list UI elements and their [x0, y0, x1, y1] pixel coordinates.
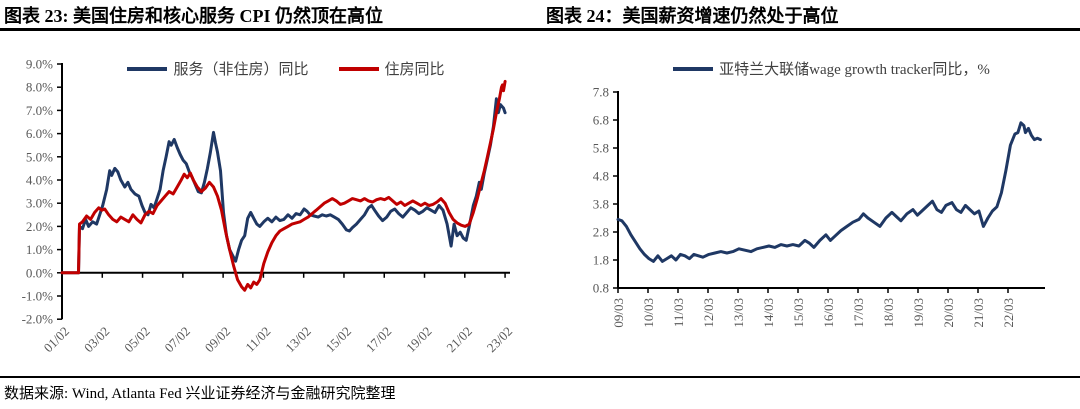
svg-text:0.0%: 0.0% — [26, 265, 53, 280]
svg-text:7.0%: 7.0% — [26, 103, 53, 118]
svg-text:-2.0%: -2.0% — [22, 312, 54, 327]
svg-text:17/03: 17/03 — [851, 298, 866, 328]
svg-text:15/03: 15/03 — [791, 298, 806, 328]
svg-text:13/02: 13/02 — [282, 324, 314, 356]
svg-text:17/02: 17/02 — [363, 324, 395, 356]
legend-item-services-nonhousing: 服务（非住房）同比 — [127, 58, 309, 79]
chart24-plot-area: 7.8 6.8 5.8 4.8 3.8 2.8 1.8 0.809/03 10/03 11/03 1… — [593, 85, 1045, 328]
svg-text:15/02: 15/02 — [323, 324, 355, 356]
svg-text:9.0%: 9.0% — [26, 57, 53, 72]
svg-text:8.0%: 8.0% — [26, 80, 53, 95]
legend-line-swatch-navy — [673, 66, 714, 71]
svg-text:4.0%: 4.0% — [26, 173, 53, 188]
chart23-legend: 服务（非住房）同比 住房同比 — [62, 58, 510, 79]
svg-text:6.8: 6.8 — [593, 113, 609, 128]
svg-text:3.0%: 3.0% — [26, 196, 53, 211]
svg-text:19/03: 19/03 — [911, 298, 926, 328]
legend-label-services-nonhousing: 服务（非住房）同比 — [173, 62, 309, 78]
svg-text:10/03: 10/03 — [641, 298, 656, 328]
svg-text:09/02: 09/02 — [202, 324, 234, 356]
legend-item-wage-tracker: 亚特兰大联储wage growth tracker同比，% — [673, 58, 990, 79]
svg-text:22/03: 22/03 — [1001, 298, 1016, 328]
chart23-plot-area: 9.0% 8.0% 7.0% 6.0% 5.0% 4.0% 3.0% 2.0% 1.0% 0.0%… — [22, 57, 516, 356]
svg-text:5.8: 5.8 — [593, 141, 609, 156]
svg-text:1.8: 1.8 — [593, 253, 609, 268]
svg-text:4.8: 4.8 — [593, 169, 609, 184]
svg-text:7.8: 7.8 — [593, 85, 609, 100]
chart23-cpi-line-chart: 服务（非住房）同比 住房同比 9.0% 8.0% 7.0% 6.0% 5.0% 4.0% 3… — [0, 50, 540, 380]
svg-text:0.8: 0.8 — [593, 281, 609, 296]
svg-text:11/02: 11/02 — [242, 324, 273, 355]
legend-item-housing: 住房同比 — [338, 58, 445, 79]
legend-line-swatch-navy — [127, 66, 168, 71]
svg-text:01/02: 01/02 — [41, 324, 73, 356]
svg-text:3.8: 3.8 — [593, 197, 609, 212]
svg-text:2.8: 2.8 — [593, 225, 609, 240]
svg-text:11/03: 11/03 — [671, 298, 686, 327]
chart24-legend: 亚特兰大联储wage growth tracker同比，% — [618, 58, 1045, 79]
svg-text:23/02: 23/02 — [484, 324, 516, 356]
svg-text:14/03: 14/03 — [761, 298, 776, 328]
svg-text:03/02: 03/02 — [81, 324, 113, 356]
svg-text:05/02: 05/02 — [121, 324, 153, 356]
chart24-title: 图表 24：美国薪资增速仍然处于高位 — [546, 6, 839, 26]
svg-text:5.0%: 5.0% — [26, 149, 53, 164]
svg-text:12/03: 12/03 — [701, 298, 716, 328]
legend-label-housing: 住房同比 — [384, 62, 445, 78]
svg-text:07/02: 07/02 — [161, 324, 193, 356]
svg-text:16/03: 16/03 — [821, 298, 836, 328]
svg-text:-1.0%: -1.0% — [22, 289, 54, 304]
svg-text:1.0%: 1.0% — [26, 242, 53, 257]
svg-text:2.0%: 2.0% — [26, 219, 53, 234]
footer-divider — [0, 376, 1080, 378]
chart24-wage-line-chart: 亚特兰大联储wage growth tracker同比，% 7.8 6.8 5.8 4… — [540, 50, 1080, 380]
svg-text:6.0%: 6.0% — [26, 126, 53, 141]
legend-label-wage-tracker: 亚特兰大联储wage growth tracker同比，% — [719, 62, 990, 78]
svg-text:20/03: 20/03 — [941, 298, 956, 328]
svg-text:09/03: 09/03 — [611, 298, 626, 328]
svg-text:19/02: 19/02 — [403, 324, 435, 356]
svg-text:18/03: 18/03 — [881, 298, 896, 328]
svg-text:21/03: 21/03 — [971, 298, 986, 328]
svg-text:21/02: 21/02 — [443, 324, 475, 356]
svg-text:13/03: 13/03 — [731, 298, 746, 328]
data-source-note: 数据来源: Wind, Atlanta Fed 兴业证券经济与金融研究院整理 — [4, 386, 396, 402]
legend-line-swatch-red — [338, 66, 379, 71]
chart23-title: 图表 23: 美国住房和核心服务 CPI 仍然顶在高位 — [4, 6, 383, 26]
header-divider — [0, 28, 1080, 31]
